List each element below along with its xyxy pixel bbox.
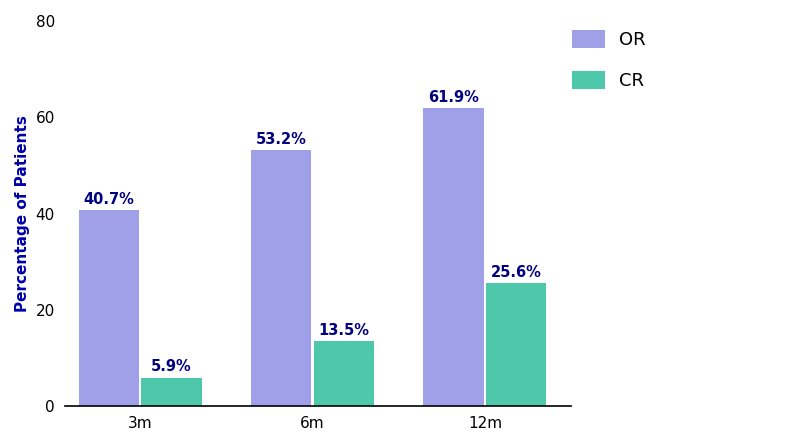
Text: 53.2%: 53.2%	[256, 132, 307, 147]
Text: 25.6%: 25.6%	[491, 264, 542, 280]
Bar	[314, 341, 374, 406]
Bar	[79, 210, 139, 406]
Text: 5.9%: 5.9%	[151, 359, 192, 375]
Text: 40.7%: 40.7%	[84, 192, 134, 207]
Text: 13.5%: 13.5%	[318, 323, 369, 338]
Legend: OR, CR: OR, CR	[566, 22, 653, 97]
Y-axis label: Percentage of Patients: Percentage of Patients	[15, 115, 30, 312]
Text: 61.9%: 61.9%	[428, 90, 479, 105]
Bar	[486, 283, 547, 406]
Bar	[423, 108, 483, 406]
Bar	[141, 378, 201, 406]
Bar	[251, 150, 311, 406]
